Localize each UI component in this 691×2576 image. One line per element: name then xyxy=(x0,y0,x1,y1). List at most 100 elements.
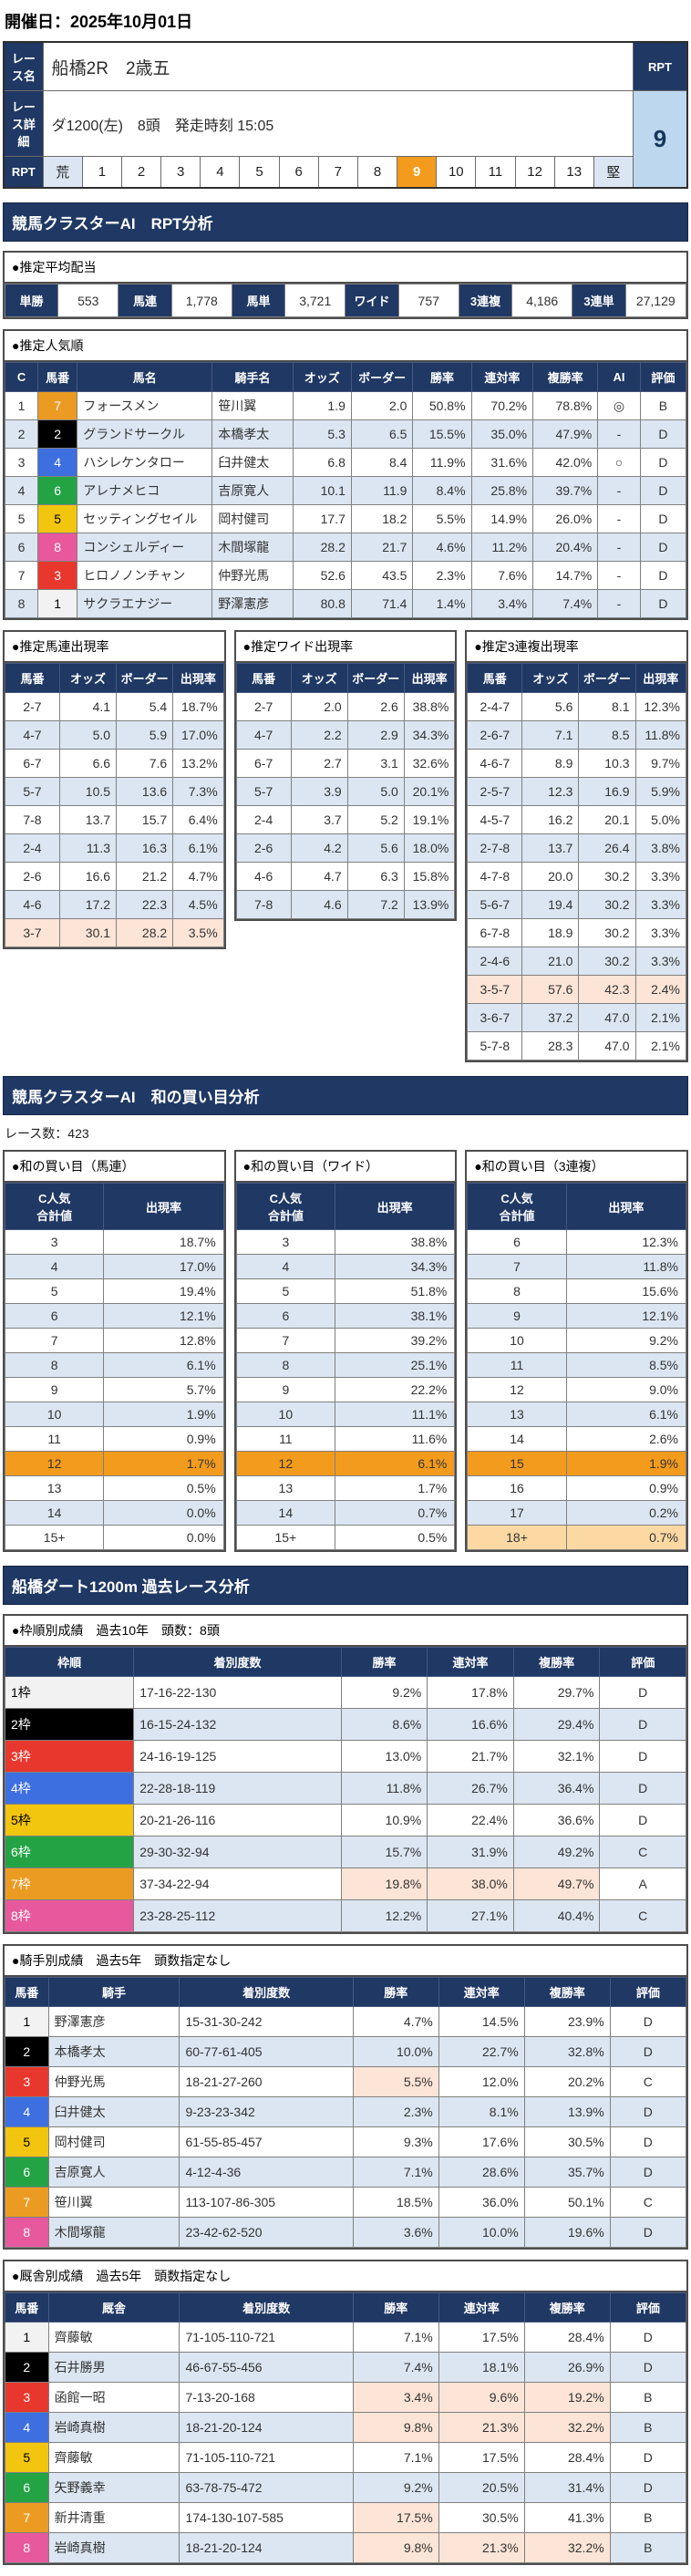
table-row: 18+ 0.7% xyxy=(467,1525,687,1550)
table-cell: フォースメン xyxy=(77,391,213,420)
column-header: 馬番 xyxy=(5,1977,49,2007)
table-cell: 6 xyxy=(5,2472,49,2503)
umaren-rate-title: ●推定馬連出現率 xyxy=(5,632,224,663)
table-cell: 23.9% xyxy=(523,2006,611,2037)
table-row: 2-4 11.3 16.3 6.1% xyxy=(5,833,224,863)
popularity-title: ●推定人気順 xyxy=(5,331,686,362)
table-cell: 4-7 xyxy=(235,720,292,750)
table-row: 2-5-7 12.3 16.9 5.9% xyxy=(467,777,687,806)
table-cell: 16.2 xyxy=(521,805,580,834)
table-cell: 7 xyxy=(4,561,39,590)
table-row: 17 0.2% xyxy=(467,1500,687,1526)
table-cell: 臼井健太 xyxy=(211,448,294,477)
table-cell: 1.9% xyxy=(565,1451,687,1476)
table-cell: 2-4 xyxy=(5,833,60,863)
sanrenpuku-rate-table: 馬番 オッズ ボーダー 出現率 2-4-7 5.6 8.1 12.3% 2-6-7 7.1 8.5… xyxy=(467,663,687,1060)
column-header: 勝率 xyxy=(352,1977,439,2007)
table-cell: 仲野光馬 xyxy=(47,2066,180,2097)
column-header: オッズ xyxy=(58,663,118,693)
column-header: 馬番 xyxy=(5,2292,49,2323)
table-cell: 19.4 xyxy=(521,890,580,919)
table-cell: 50.8% xyxy=(412,391,472,420)
table-cell: 18-21-20-124 xyxy=(179,2532,354,2563)
table-cell: 78.8% xyxy=(532,391,599,420)
table-cell: 9.6% xyxy=(438,2382,525,2413)
column-header: 出現率 xyxy=(103,1183,224,1230)
column-header: AI xyxy=(597,362,641,392)
table-cell: 8 xyxy=(235,1352,336,1378)
table-cell: 3連複 xyxy=(458,284,513,317)
table-cell: 28.4% xyxy=(523,2322,611,2353)
table-cell: B xyxy=(639,391,687,420)
table-cell: 3 xyxy=(5,2382,49,2413)
table-cell: 4-7-8 xyxy=(467,862,523,891)
table-cell: 47.9% xyxy=(532,419,599,449)
table-cell: D xyxy=(639,419,687,449)
wa-umaren-table: C人気 合計値 出現率 3 18.7% 4 17.0% 5 19.4% 6 12.1% 7 12.8… xyxy=(4,1183,224,1550)
table-cell: 12.1% xyxy=(565,1303,687,1329)
table-cell: 6.5 xyxy=(350,419,414,449)
table-cell: 9-23-23-342 xyxy=(179,2096,354,2127)
table-cell: 36.6% xyxy=(512,1804,601,1836)
table-cell: 6.1% xyxy=(172,833,224,863)
table-cell: 18.0% xyxy=(403,833,456,863)
table-cell: 3,721 xyxy=(284,284,346,317)
table-cell: 49.2% xyxy=(512,1836,601,1868)
table-cell: 3.3% xyxy=(634,947,687,976)
table-cell: 6-7 xyxy=(5,749,60,778)
table-cell: 7.1% xyxy=(352,2157,439,2188)
wa-sanrenpuku-box: ●和の買い目（3連複） C人気 合計値 出現率 6 12.3% 7 11.8% 8 15.6… xyxy=(465,1150,689,1552)
table-cell: 3.8% xyxy=(634,833,687,863)
table-cell: 20.1 xyxy=(578,805,636,834)
table-cell: 18.1% xyxy=(438,2352,525,2383)
table-cell: 15.5% xyxy=(412,419,472,449)
table-cell: 0.0% xyxy=(103,1525,224,1550)
table-cell: 2-4-6 xyxy=(467,947,523,976)
table-cell: 19.8% xyxy=(340,1867,428,1900)
table-cell: 20.4% xyxy=(532,533,599,562)
table-row: 7-8 4.6 7.2 13.9% xyxy=(235,890,456,919)
table-row: 2-7 2.0 2.6 38.8% xyxy=(235,692,456,721)
table-cell: 21.2 xyxy=(116,862,174,891)
table-cell: 36.4% xyxy=(512,1772,601,1805)
column-header: 連対率 xyxy=(438,2292,525,2323)
table-cell: 7.6% xyxy=(470,561,534,590)
table-cell: 29.4% xyxy=(512,1708,601,1741)
table-cell: 11.8% xyxy=(340,1772,428,1805)
table-cell: 6.4% xyxy=(172,805,224,834)
table-row: 4-7-8 20.0 30.2 3.3% xyxy=(467,862,687,891)
table-cell: 5-7 xyxy=(235,777,292,806)
table-cell: 5.6 xyxy=(346,833,405,863)
rpt-scale-cell: 13 xyxy=(553,156,594,189)
rpt-scale-cell: 10 xyxy=(436,156,477,189)
table-row: 15 1.9% xyxy=(467,1451,687,1476)
table-cell: 2.1% xyxy=(634,1003,687,1032)
table-cell: 16.3 xyxy=(116,833,174,863)
table-cell: 3.1 xyxy=(346,749,405,778)
table-cell: 20-21-26-116 xyxy=(133,1804,342,1836)
table-cell: 35.0% xyxy=(470,419,534,449)
table-cell: 30.2 xyxy=(578,947,636,976)
table-cell: 29-30-32-94 xyxy=(133,1836,342,1868)
table-row: 10 9.2% xyxy=(467,1328,687,1353)
table-cell: 20.2% xyxy=(523,2066,611,2097)
table-cell: 22.3 xyxy=(116,890,174,919)
table-cell: 4 xyxy=(5,2096,49,2127)
table-cell: 15.7% xyxy=(340,1836,428,1868)
table-row: 2-7 4.1 5.4 18.7% xyxy=(5,692,224,721)
table-row: 4枠 22-28-18-119 11.8% 26.7% 36.4% D xyxy=(4,1772,686,1805)
table-cell: 3 xyxy=(235,1229,336,1255)
table-cell: 8 xyxy=(37,533,78,562)
table-cell: 18.2 xyxy=(350,504,414,533)
table-cell: 757 xyxy=(397,284,459,317)
column-header: 複勝率 xyxy=(512,1647,601,1677)
table-cell: 16.9 xyxy=(578,777,636,806)
table-cell: 3枠 xyxy=(4,1740,135,1773)
table-cell: 42.0% xyxy=(532,448,599,477)
table-cell: 5.3 xyxy=(292,419,352,449)
rpt-scale-cell: 荒 xyxy=(42,156,83,189)
table-cell: 5.5% xyxy=(412,504,472,533)
table-cell: 6-7-8 xyxy=(467,918,523,947)
column-header: 評価 xyxy=(639,362,687,392)
table-row: 8枠 23-28-25-112 12.2% 27.1% 40.4% C xyxy=(4,1899,686,1932)
